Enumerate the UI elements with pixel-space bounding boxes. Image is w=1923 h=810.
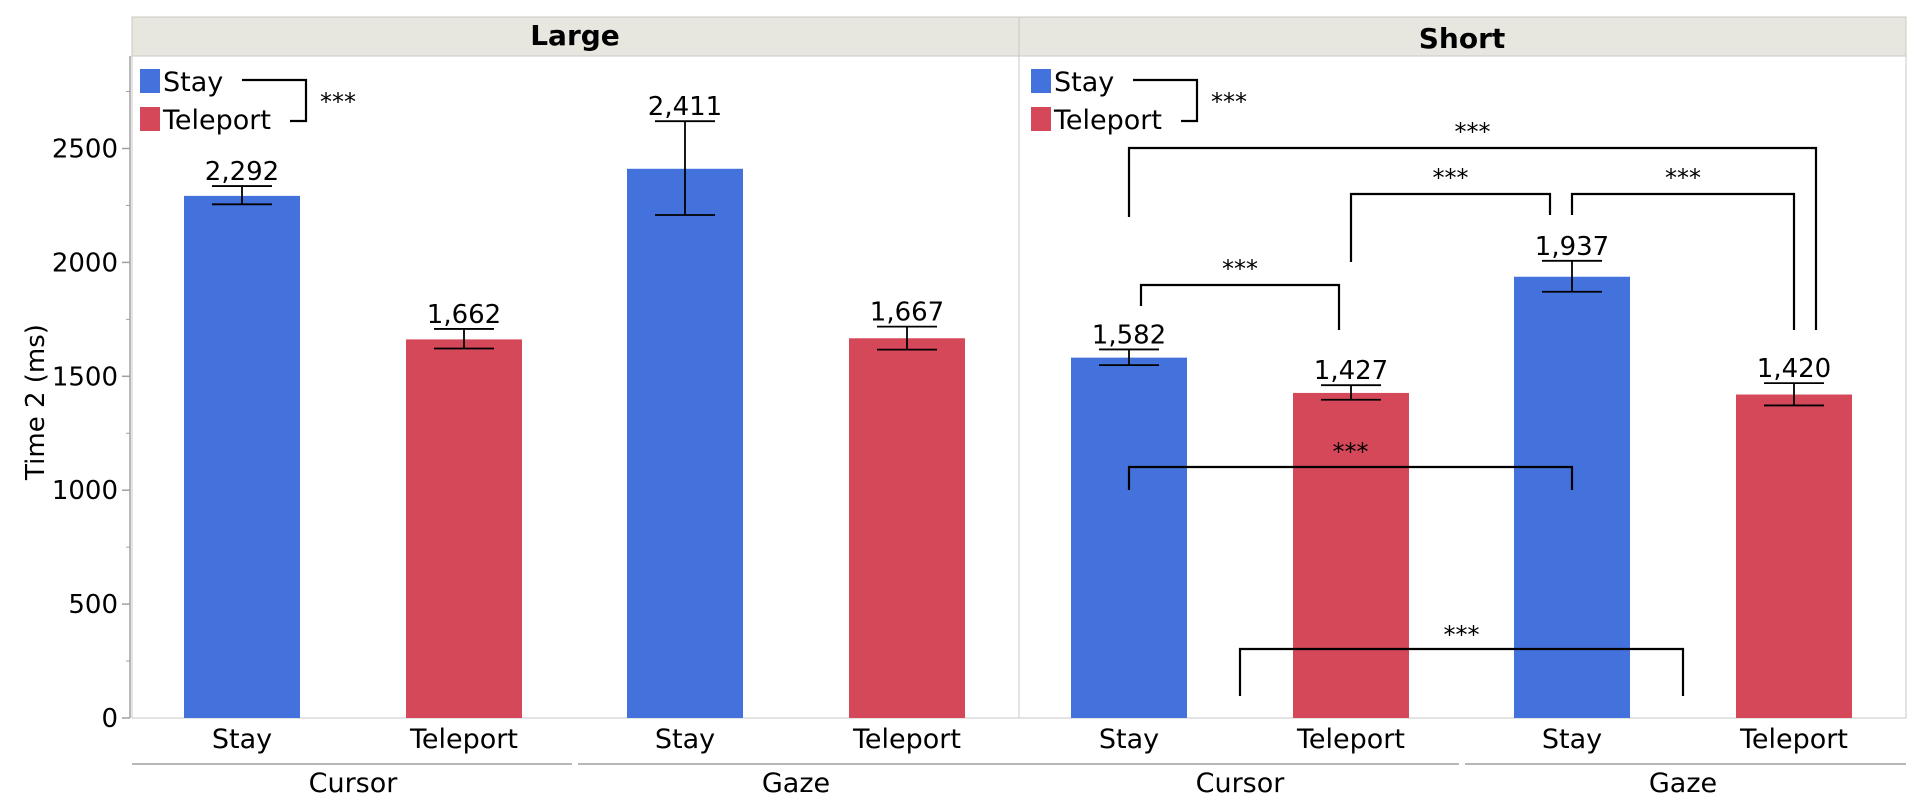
legend-swatch-stay bbox=[140, 69, 160, 93]
y-tick-label: 0 bbox=[101, 704, 118, 734]
data-label: 2,292 bbox=[205, 157, 279, 187]
legend-label-teleport: Teleport bbox=[1053, 105, 1162, 136]
data-label: 1,420 bbox=[1757, 354, 1831, 384]
data-label: 2,411 bbox=[648, 92, 722, 122]
legend-significance: *** bbox=[320, 88, 356, 116]
y-tick-label: 2000 bbox=[52, 248, 118, 278]
panel-header-large bbox=[131, 16, 1020, 57]
x-category-label: Stay bbox=[212, 724, 272, 755]
bar-short-gaze-teleport bbox=[1736, 394, 1852, 718]
x-category-label: Stay bbox=[655, 724, 715, 755]
y-tick-label: 1000 bbox=[52, 476, 118, 506]
y-tick-label: 2500 bbox=[52, 135, 118, 165]
bar-large-cursor-stay bbox=[184, 195, 300, 719]
x-category-label: Teleport bbox=[1739, 724, 1848, 755]
significance-brackets: *** *** *** *** *** *** bbox=[1127, 118, 1818, 696]
data-label: 1,427 bbox=[1314, 356, 1388, 386]
panel-header-short bbox=[1018, 16, 1907, 57]
data-label: 1,937 bbox=[1535, 232, 1609, 262]
x-group-label: Cursor bbox=[309, 768, 399, 799]
significance-label: *** bbox=[1333, 438, 1369, 466]
significance-bracket bbox=[1127, 146, 1818, 330]
legend-bracket bbox=[242, 78, 308, 123]
significance-bracket bbox=[1139, 283, 1341, 330]
legend-label-stay: Stay bbox=[1054, 67, 1114, 98]
x-group-label: Gaze bbox=[762, 768, 830, 799]
panel-title-short: Short bbox=[1419, 22, 1506, 55]
bar-large-cursor-teleport bbox=[406, 339, 522, 718]
significance-bracket bbox=[1127, 465, 1574, 490]
y-axis-ticks: 0 500 1000 1500 2000 2500 bbox=[52, 91, 130, 734]
x-group-label: Cursor bbox=[1196, 768, 1286, 799]
bars-layer: 2,292 1,662 2,411 1,667 1,582 1,427 1,937 1,420 bbox=[184, 92, 1852, 719]
panel-title-large: Large bbox=[530, 19, 620, 52]
y-axis-label: Time 2 (ms) bbox=[21, 324, 51, 481]
plot-frame-short bbox=[1018, 55, 1907, 719]
bar-short-cursor-teleport bbox=[1293, 392, 1409, 718]
data-label: 1,582 bbox=[1092, 320, 1166, 350]
legend-swatch-stay bbox=[1031, 69, 1051, 93]
legend-label-stay: Stay bbox=[163, 67, 223, 98]
legend-bracket bbox=[1133, 78, 1199, 123]
y-tick-label: 1500 bbox=[52, 362, 118, 392]
x-category-label: Stay bbox=[1542, 724, 1602, 755]
x-category-label: Teleport bbox=[1296, 724, 1405, 755]
legend-significance: *** bbox=[1211, 88, 1247, 116]
x-axis: Stay Teleport Stay Teleport Cursor Gaze Stay Te… bbox=[132, 724, 1906, 799]
legend-swatch-teleport bbox=[1031, 107, 1051, 131]
x-category-label: Teleport bbox=[409, 724, 518, 755]
bar-large-gaze-stay bbox=[627, 168, 743, 719]
significance-label: *** bbox=[1444, 621, 1480, 649]
legends: Stay Teleport *** Stay Teleport *** bbox=[140, 67, 1247, 136]
significance-bracket bbox=[1238, 647, 1685, 696]
significance-label: *** bbox=[1222, 255, 1258, 283]
x-group-label: Gaze bbox=[1649, 768, 1717, 799]
x-category-label: Teleport bbox=[852, 724, 961, 755]
significance-label: *** bbox=[1433, 164, 1469, 192]
significance-label: *** bbox=[1665, 164, 1701, 192]
x-category-label: Stay bbox=[1099, 724, 1159, 755]
y-tick-label: 500 bbox=[68, 590, 118, 620]
data-label: 1,667 bbox=[870, 298, 944, 328]
bar-short-cursor-stay bbox=[1071, 357, 1187, 718]
legend-swatch-teleport bbox=[140, 107, 160, 131]
bar-short-gaze-stay bbox=[1514, 276, 1630, 718]
significance-bracket bbox=[1570, 192, 1796, 330]
data-label: 1,662 bbox=[427, 300, 501, 330]
significance-bracket bbox=[1349, 192, 1552, 262]
significance-label: *** bbox=[1455, 118, 1491, 146]
bar-large-gaze-teleport bbox=[849, 338, 965, 718]
legend-label-teleport: Teleport bbox=[162, 105, 271, 136]
